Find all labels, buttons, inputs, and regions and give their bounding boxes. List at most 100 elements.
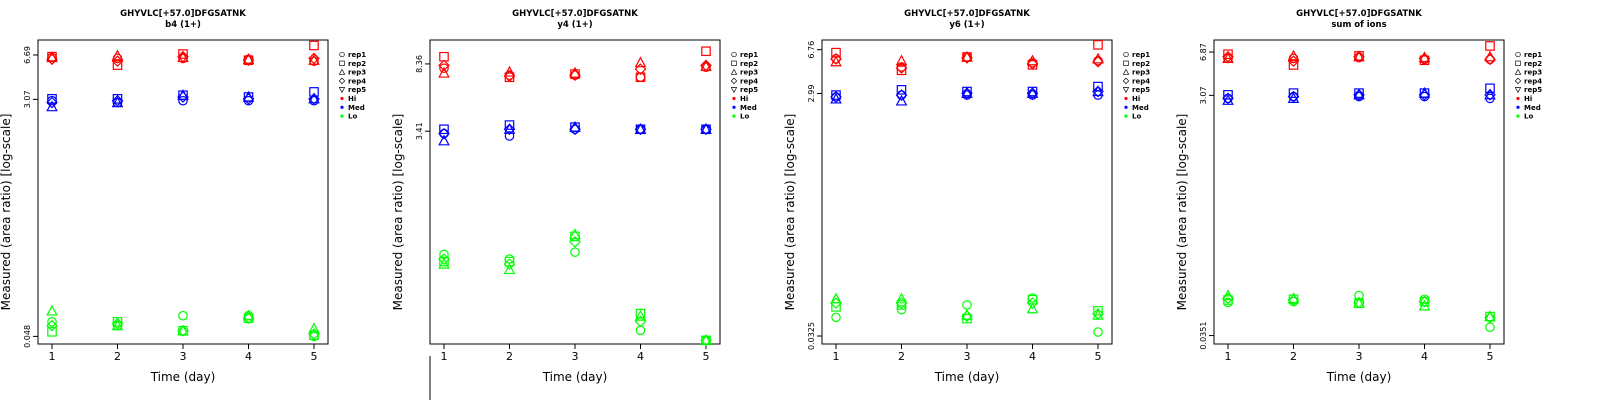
legend-label-lo: Lo	[1524, 113, 1533, 121]
data-point-hi-rep4	[1484, 53, 1496, 66]
legend-marker-rep2	[339, 60, 345, 66]
legend-marker-rep4	[730, 77, 738, 85]
data-point-lo-rep1	[896, 304, 907, 315]
data-point-med-rep2	[439, 124, 449, 135]
data-point-lo-rep4	[46, 319, 58, 332]
data-point-med-rep2	[1288, 88, 1299, 98]
data-point-med-rep4	[1287, 90, 1300, 103]
data-point-med-rep4	[1418, 88, 1431, 101]
legend-label-rep4: rep4	[1524, 77, 1542, 85]
x-tick-label: 4	[1029, 350, 1036, 363]
data-point-med-rep3	[961, 87, 973, 98]
y-tick-label: 2.99	[807, 85, 816, 103]
data-point-med-rep4	[1222, 92, 1234, 105]
data-point-med-rep1	[504, 131, 515, 141]
data-point-hi-rep3	[242, 53, 255, 64]
chart-subtitle: b4 (1+)	[165, 20, 201, 30]
data-point-lo-rep4	[830, 297, 842, 309]
data-point-lo-rep3	[46, 304, 58, 316]
plot-frame	[821, 39, 1113, 345]
data-point-hi-rep4	[46, 53, 58, 66]
data-point-hi-rep4	[242, 54, 255, 67]
legend-label-rep4: rep4	[348, 77, 366, 85]
data-point-lo-rep3	[569, 228, 581, 240]
data-point-lo-rep4	[1484, 311, 1496, 324]
data-point-hi-rep3	[895, 54, 908, 66]
data-point-lo-rep4	[1026, 297, 1039, 309]
plot-frame	[37, 39, 329, 345]
y-tick-label: 6.87	[1199, 43, 1208, 61]
x-tick-label: 2	[506, 350, 513, 363]
legend-label-lo: Lo	[348, 113, 357, 121]
legend-marker-rep3	[1122, 68, 1130, 75]
legend-marker-rep2	[1515, 60, 1521, 66]
x-axis-title: Time (day)	[150, 370, 216, 384]
legend-marker-rep3	[730, 68, 738, 75]
data-point-hi-rep2	[1223, 49, 1233, 60]
y-axis-title: Measured (area ratio) [log-scale]	[391, 114, 405, 311]
data-point-med-rep1	[178, 95, 188, 106]
data-point-med-rep4	[1026, 87, 1039, 100]
y-axis-title: Measured (area ratio) [log-scale]	[783, 114, 797, 311]
data-point-lo-rep4	[1092, 308, 1104, 320]
data-point-hi-rep4	[308, 52, 320, 65]
data-point-lo-rep2	[635, 308, 646, 319]
data-point-hi-rep3	[1353, 50, 1365, 62]
data-point-lo-rep2	[504, 256, 515, 267]
data-point-lo-rep2	[1093, 305, 1103, 316]
legend-label-rep5: rep5	[348, 86, 366, 94]
data-point-hi-rep4	[1222, 50, 1234, 63]
data-point-med-rep4	[569, 123, 581, 136]
data-point-lo-rep3	[895, 292, 908, 304]
data-point-hi-rep2	[701, 46, 711, 57]
data-point-med-rep3	[1092, 85, 1104, 97]
legend-marker-rep5	[730, 87, 738, 94]
data-point-hi-rep4	[438, 59, 450, 72]
data-point-med-rep3	[1222, 94, 1234, 105]
data-point-med-rep3	[308, 92, 320, 104]
legend-dot-hi	[732, 96, 736, 101]
y-tick-label: 6.76	[807, 41, 816, 59]
legend-label-rep2: rep2	[348, 60, 366, 68]
data-point-med-rep4	[961, 87, 973, 100]
data-point-lo-rep4	[1353, 296, 1365, 309]
data-point-med-rep4	[830, 91, 842, 103]
y-tick-label: 0.0351	[1199, 322, 1208, 350]
data-point-hi-rep2	[178, 49, 188, 59]
x-tick-label: 5	[1095, 350, 1102, 363]
data-point-hi-rep4	[1418, 52, 1431, 65]
data-point-med-rep2	[831, 90, 841, 100]
data-point-hi-rep4	[503, 70, 516, 83]
data-point-hi-rep4	[111, 55, 124, 68]
legend-dot-lo	[1516, 114, 1520, 118]
data-point-med-rep2	[1223, 90, 1233, 100]
x-tick-label: 3	[572, 350, 579, 363]
legend-label-rep4: rep4	[740, 77, 758, 85]
x-axis-title: Time (day)	[934, 370, 1000, 384]
x-tick-label: 1	[441, 350, 448, 363]
data-point-lo-rep4	[503, 258, 516, 270]
legend-label-rep3: rep3	[1132, 69, 1150, 77]
chart-subtitle: y4 (1+)	[557, 20, 592, 30]
x-tick-label: 1	[49, 350, 56, 363]
legend-label-rep1: rep1	[740, 51, 758, 59]
data-point-med-rep4	[1353, 88, 1365, 101]
data-point-lo-rep3	[111, 319, 124, 331]
legend-marker-rep1	[1515, 51, 1521, 58]
data-point-med-rep3	[830, 92, 842, 104]
data-point-lo-rep4	[700, 334, 712, 347]
data-point-hi-rep1	[439, 63, 449, 73]
data-point-med-rep4	[634, 123, 647, 136]
data-point-hi-rep3	[503, 65, 516, 77]
legend-label-lo: Lo	[740, 113, 749, 121]
data-point-med-rep3	[438, 134, 450, 146]
legend-label-rep1: rep1	[348, 51, 366, 59]
legend-label-rep5: rep5	[1132, 86, 1150, 94]
data-point-lo-rep3	[1484, 310, 1496, 322]
data-point-hi-rep3	[438, 66, 450, 78]
data-point-lo-rep3	[177, 324, 189, 336]
